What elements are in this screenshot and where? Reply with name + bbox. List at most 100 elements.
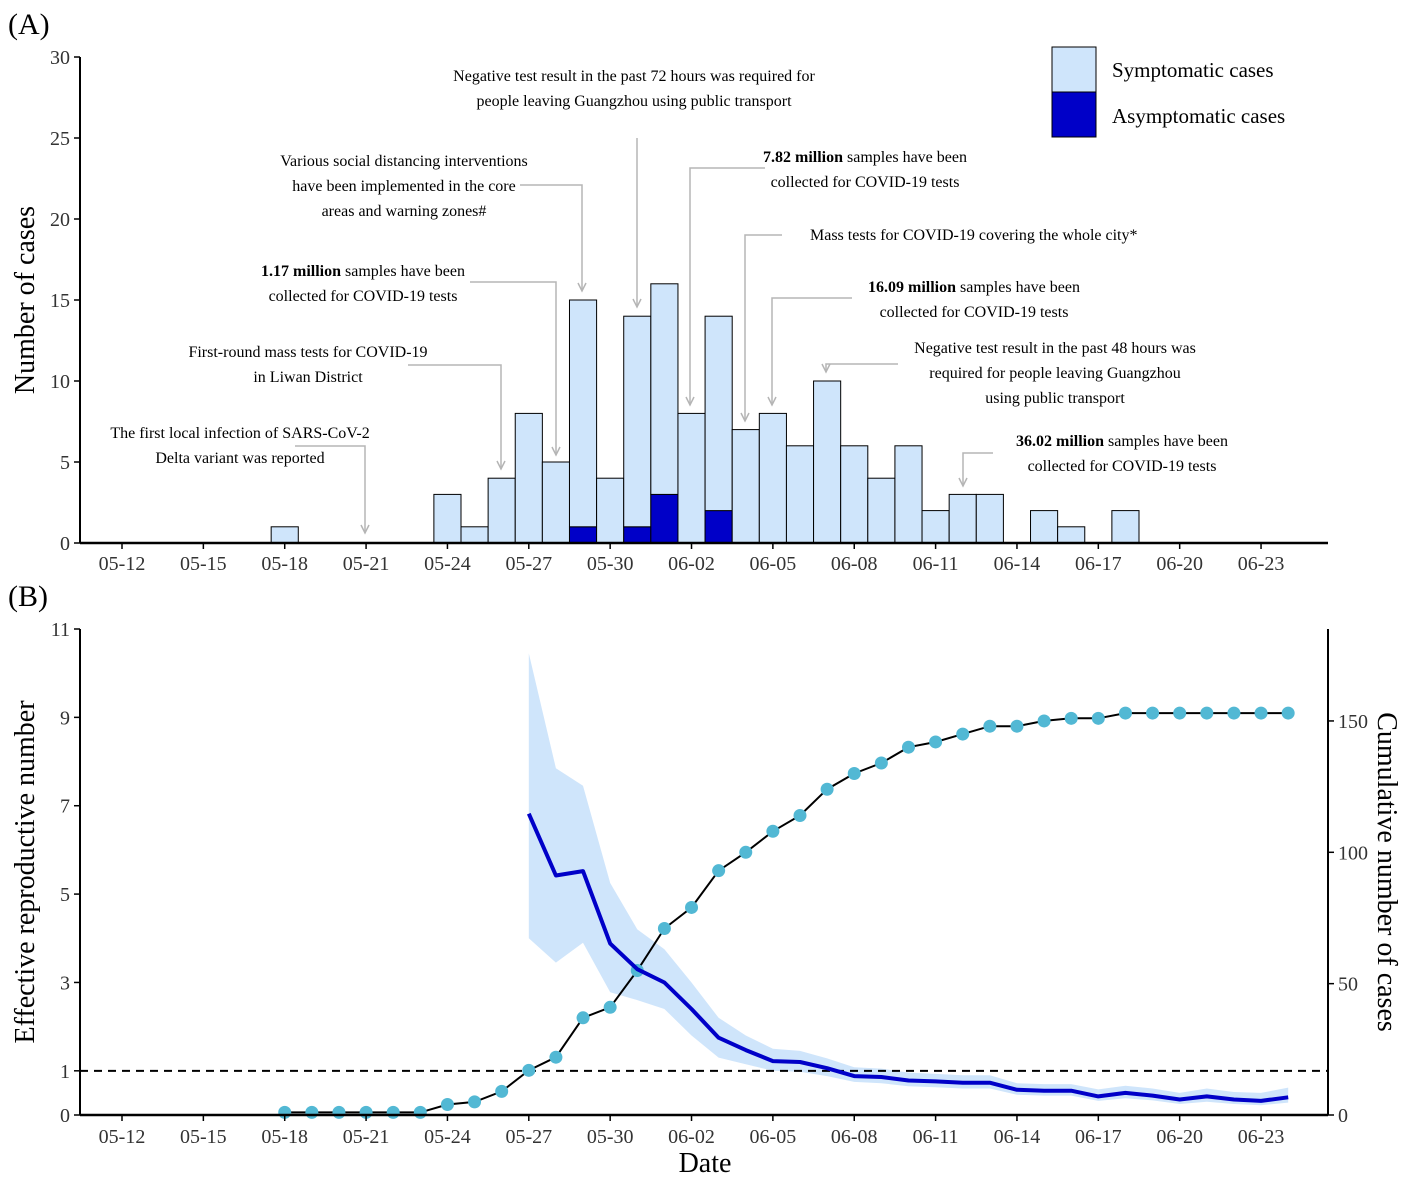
- panel-a-x-tick-label: 06-05: [750, 553, 797, 575]
- annotation-text-05-29: Various social distancing interventions: [280, 153, 528, 170]
- annotation-layer: The first local infection of SARS-CoV-2 D…: [110, 68, 1228, 535]
- rt-line-layer: [526, 812, 1289, 1103]
- annotation-text-06-04: Mass tests for COVID-19 covering the who…: [810, 227, 1138, 244]
- annotation-span: people leaving Guangzhou using public tr…: [476, 93, 792, 110]
- bar-asymptomatic-05-29: [568, 526, 598, 544]
- panel-b-y-axis-title: Effective reproductive number: [10, 700, 41, 1044]
- panel-b-x-tick-label: 06-05: [750, 1126, 797, 1148]
- annotation-connector-05-29: [520, 184, 583, 291]
- bar-symptomatic-06-13: [975, 493, 1004, 544]
- panel-a-x-tick-label: 05-15: [180, 553, 227, 575]
- bar-symptomatic-06-03: [704, 315, 733, 512]
- annotation-span: samples have been: [1104, 433, 1228, 450]
- bar-symptomatic-05-28: [541, 461, 570, 544]
- cumulative-point-06-05: [766, 824, 780, 838]
- panel-b-y-tick-label: 7: [60, 796, 70, 818]
- panel-a-y-tick-label: 5: [60, 452, 70, 474]
- panel-b-x-tick-label: 05-30: [587, 1126, 634, 1148]
- x-axis-title: Date: [679, 1148, 732, 1177]
- cumulative-point-06-13: [983, 719, 997, 733]
- annotation-text-05-29: have been implemented in the core: [292, 178, 515, 195]
- annotation-text-05-21: Delta variant was reported: [155, 450, 324, 467]
- cumulative-point-06-14: [1010, 719, 1024, 733]
- panel-b-x-tick-label: 06-23: [1238, 1126, 1285, 1148]
- annotation-arrowhead-06-12: [958, 477, 968, 488]
- panel-b-x-tick-label: 05-27: [505, 1126, 552, 1148]
- panel-b-x-tick-label: 05-15: [180, 1126, 227, 1148]
- panel-b-y2-axis-title: Cumulative number of cases: [1371, 712, 1402, 1032]
- panel-b-x-tick-label: 06-02: [668, 1126, 715, 1148]
- annotation-span: 36.02 million: [1016, 433, 1104, 450]
- annotation-span: in Liwan District: [253, 369, 363, 386]
- annotation-span: 16.09 million: [868, 279, 956, 296]
- annotation-arrowhead-06-02: [685, 396, 695, 407]
- cumulative-point-06-24: [1281, 706, 1295, 720]
- cumulative-point-06-08: [847, 766, 861, 780]
- panel-b-axes: 0 1 3 5 7 9 11 0 50 100 150 05-12 05-15 05-18 05-21 05-…: [51, 619, 1368, 1148]
- annotation-span: samples have been: [843, 149, 967, 166]
- bar-symptomatic-06-09: [867, 477, 896, 544]
- cumulative-point-06-20: [1173, 706, 1187, 720]
- cumulative-point-06-01: [657, 921, 671, 935]
- annotation-span: collected for COVID-19 tests: [269, 288, 458, 305]
- annotation-text-05-26: in Liwan District: [253, 369, 363, 386]
- annotation-span: collected for COVID-19 tests: [1028, 458, 1217, 475]
- annotation-connector-05-28: [470, 281, 557, 455]
- panel-a-x-tick-label: 05-12: [99, 553, 146, 575]
- bar-symptomatic-06-06: [785, 445, 815, 544]
- cumulative-point-05-19: [305, 1105, 319, 1119]
- cumulative-point-05-28: [549, 1050, 563, 1064]
- panel-a-y-tick-label: 25: [50, 128, 70, 150]
- panel-a-y-tick-label: 20: [50, 209, 70, 231]
- annotation-text-06-07: using public transport: [985, 390, 1125, 407]
- panel-a: (A) Number of cases The first local infe…: [8, 8, 1328, 575]
- legend-swatch-symptomatic: [1051, 46, 1097, 93]
- panel-a-x-tick-label: 06-17: [1075, 553, 1122, 575]
- panel-a-label: (A): [8, 8, 50, 41]
- panel-a-axes: 0 5 10 15 20 25 30 05-12 05-15 05-18 05-21 05-24 05-…: [50, 47, 1328, 575]
- bar-symptomatic-06-07: [813, 380, 842, 544]
- annotation-span: Mass tests for COVID-19 covering the who…: [810, 227, 1138, 244]
- panel-b-x-tick-label: 06-14: [994, 1126, 1041, 1148]
- annotation-text-06-02: 7.82 million samples have been: [763, 149, 967, 166]
- bar-symptomatic-06-12: [948, 493, 977, 544]
- panel-b-y2-tick-label: 150: [1338, 711, 1368, 733]
- annotation-arrowhead-05-26: [496, 460, 506, 471]
- annotation-span: Negative test result in the past 72 hour…: [453, 68, 815, 85]
- bar-symptomatic-06-08: [840, 445, 869, 544]
- cumulative-point-05-29: [576, 1011, 590, 1025]
- legend: Symptomatic cases Asymptomatic cases: [1051, 46, 1285, 138]
- annotation-arrowhead-06-07: [821, 363, 831, 374]
- bar-symptomatic-06-11: [921, 510, 950, 544]
- annotation-text-06-12: collected for COVID-19 tests: [1028, 458, 1217, 475]
- cumulative-point-06-09: [874, 756, 888, 770]
- annotation-span: samples have been: [341, 263, 465, 280]
- annotation-arrowhead-05-29: [577, 282, 587, 293]
- bar-asymptomatic-05-31: [623, 526, 652, 544]
- bar-symptomatic-06-15: [1030, 510, 1059, 544]
- panel-a-x-tick-label: 06-23: [1238, 553, 1285, 575]
- cumulative-point-06-06: [793, 809, 807, 823]
- annotation-text-06-07: required for people leaving Guangzhou: [929, 365, 1180, 382]
- annotation-arrowhead-05-28: [551, 446, 561, 457]
- panel-a-y-tick-label: 0: [60, 533, 70, 555]
- cumulative-point-06-02: [685, 900, 699, 914]
- panel-b-x-tick-label: 06-20: [1156, 1126, 1203, 1148]
- annotation-connector-05-26: [408, 364, 502, 469]
- bar-symptomatic-05-27: [514, 412, 543, 544]
- annotation-span: Various social distancing interventions: [280, 153, 528, 170]
- annotation-span: collected for COVID-19 tests: [880, 304, 1069, 321]
- annotation-span: have been implemented in the core: [292, 178, 515, 195]
- cumulative-point-06-10: [901, 740, 915, 754]
- annotation-text-05-29: areas and warning zones#: [322, 203, 487, 220]
- annotation-connector-06-05: [771, 297, 852, 405]
- bar-symptomatic-05-31: [623, 315, 652, 528]
- panel-b: (B) Effective reproductive number Cumula…: [8, 580, 1402, 1177]
- annotation-arrowhead-05-21: [360, 524, 370, 535]
- panel-b-x-tick-label: 06-17: [1075, 1126, 1122, 1148]
- annotation-text-05-28: 1.17 million samples have been: [261, 263, 465, 280]
- cumulative-point-05-27: [522, 1063, 536, 1077]
- annotation-span: required for people leaving Guangzhou: [929, 365, 1180, 382]
- cumulative-point-06-04: [739, 845, 753, 859]
